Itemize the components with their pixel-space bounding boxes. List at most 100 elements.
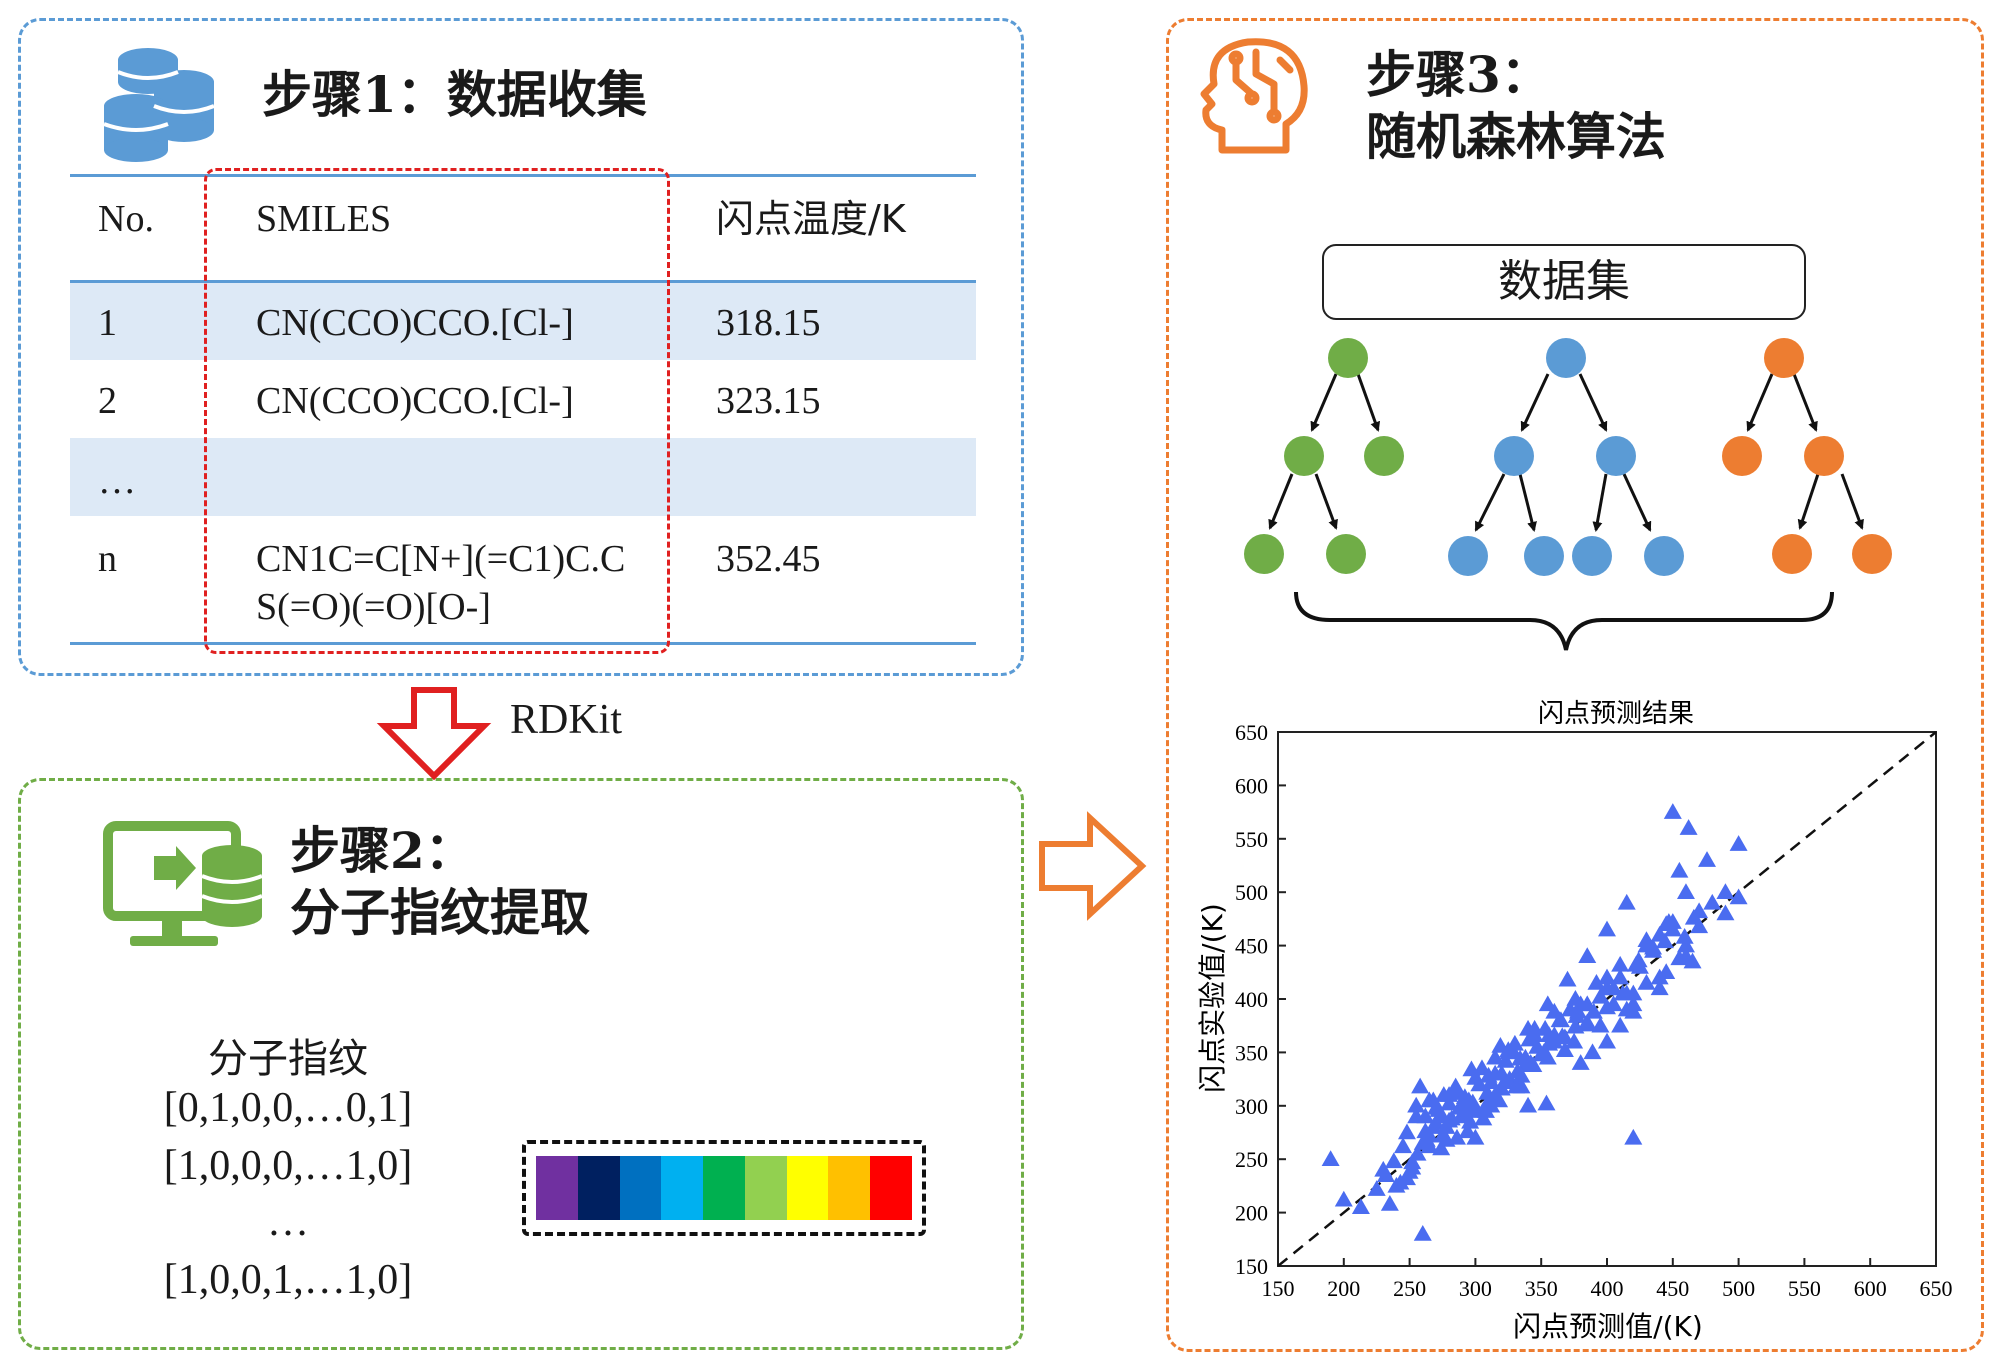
scatter-point	[1433, 1126, 1452, 1143]
smiles-highlight-box	[204, 168, 670, 654]
scatter-point	[1611, 955, 1630, 972]
step2-panel	[18, 778, 1024, 1350]
row-no: 1	[98, 302, 117, 344]
x-tick-label: 500	[1722, 1276, 1755, 1301]
fingerprint-color-bar	[522, 1140, 926, 1236]
scatter-point	[1650, 979, 1669, 996]
step3-title-line2: 随机森林算法	[1366, 107, 1666, 166]
y-tick-label: 650	[1235, 720, 1268, 745]
table-bottom-rule	[70, 642, 976, 645]
color-swatch	[536, 1156, 578, 1220]
step2-title: 步骤2： 分子指纹提取	[290, 820, 590, 944]
y-tick-label: 250	[1235, 1147, 1268, 1172]
scatter-point	[1598, 979, 1616, 996]
scatter-point	[1591, 987, 1610, 1004]
scatter-point	[1486, 1086, 1505, 1102]
scatter-point	[1466, 1069, 1485, 1085]
y-tick-label: 500	[1235, 880, 1268, 905]
scatter-point	[1403, 1153, 1422, 1170]
y-axis: 150 200 250 300 350 400 450 500 550 600 650	[1235, 720, 1286, 1279]
ai-head-icon	[1200, 38, 1308, 154]
table-header-rule	[70, 280, 976, 283]
scatter-point	[1624, 995, 1643, 1012]
row-flash-point: 323.15	[716, 380, 821, 422]
scatter-point	[1624, 1128, 1643, 1145]
scatter-point	[1617, 893, 1636, 910]
scatter-point	[1367, 1180, 1386, 1196]
fingerprint-vector: [1,0,0,0,…1,0]	[163, 1143, 413, 1189]
scatter-point	[1521, 1054, 1540, 1070]
scatter-point	[1519, 1096, 1538, 1113]
scatter-point	[1598, 1032, 1616, 1049]
scatter-point	[1676, 883, 1695, 899]
curly-brace	[1294, 591, 1834, 651]
scatter-point	[1683, 952, 1702, 969]
x-tick-label: 150	[1262, 1276, 1295, 1301]
y-tick-label: 350	[1235, 1040, 1268, 1065]
scatter-point	[1384, 1152, 1403, 1169]
scatter-point	[1591, 1016, 1610, 1033]
scatter-point	[1576, 1015, 1595, 1032]
scatter-point	[1587, 973, 1606, 990]
y-tick-label: 150	[1235, 1254, 1268, 1279]
scatter-point	[1374, 1160, 1393, 1177]
fingerprint-ellipsis: …	[267, 1199, 309, 1245]
color-swatch	[619, 1156, 662, 1220]
scatter-point	[1495, 1073, 1514, 1090]
scatter-point	[1611, 1016, 1630, 1033]
scatter-point	[1545, 1032, 1564, 1049]
scatter-point	[1321, 1150, 1340, 1166]
table-row-band	[70, 438, 976, 516]
y-tick-label: 300	[1235, 1094, 1268, 1119]
y-axis-label: 闪点实验值/(K)	[1196, 903, 1229, 1093]
dataset-box: 数据集	[1322, 244, 1806, 320]
x-tick-label: 200	[1327, 1276, 1360, 1301]
flash-point-scatter-chart: 闪点预测结果 150 200 250 300 350 400 450 500 550 600 650…	[1196, 699, 1953, 1343]
scatter-point	[1459, 1091, 1478, 1108]
scatter-point	[1420, 1091, 1439, 1108]
scatter-point	[1565, 1032, 1584, 1049]
color-swatch	[661, 1156, 704, 1220]
y-tick-label: 200	[1235, 1201, 1268, 1226]
scatter-point	[1626, 955, 1645, 972]
scatter-point	[1394, 1137, 1413, 1154]
scatter-point	[1663, 803, 1682, 819]
x-tick-label: 400	[1591, 1276, 1624, 1301]
scatter-point	[1650, 968, 1669, 985]
orange-right-arrow	[1039, 811, 1147, 921]
step3-title-line1: 步骤3：	[1366, 45, 1551, 104]
row-no: 2	[98, 380, 117, 422]
row-smiles-continued: S(=O)(=O)[O-]	[256, 586, 491, 628]
scatter-point	[1598, 968, 1616, 985]
scatter-point	[1558, 970, 1577, 987]
table-header-no: No.	[98, 198, 154, 240]
scatter-point	[1578, 947, 1597, 964]
y-tick-label: 400	[1235, 987, 1268, 1012]
scatter-point	[1684, 908, 1703, 925]
row-no: n	[98, 538, 117, 580]
scatter-point	[1491, 1036, 1510, 1053]
color-swatch	[828, 1156, 871, 1220]
scatter-point	[1537, 1094, 1556, 1111]
scatter-point	[1413, 1224, 1432, 1241]
scatter-point	[1538, 1048, 1557, 1065]
scatter-point	[1729, 888, 1748, 905]
scatter-point	[1578, 995, 1597, 1012]
scatter-point	[1407, 1107, 1426, 1124]
scatter-point	[1334, 1190, 1353, 1207]
scatter-point	[1462, 1060, 1481, 1077]
scatter-point	[1416, 1122, 1435, 1139]
scatter-point	[1446, 1077, 1465, 1094]
scatter-point	[1551, 1011, 1570, 1028]
x-tick-label: 450	[1656, 1276, 1689, 1301]
row-smiles: CN(CCO)CCO.[Cl-]	[256, 380, 574, 422]
scatter-point	[1440, 1086, 1459, 1102]
step1-title: 步骤1：数据收集	[262, 65, 647, 124]
y-tick-label: 550	[1235, 827, 1268, 852]
row-no: …	[98, 460, 136, 502]
scatter-point	[1511, 1049, 1530, 1066]
x-tick-label: 300	[1459, 1276, 1492, 1301]
scatter-point	[1670, 861, 1689, 878]
fingerprint-vector: [0,1,0,0,…0,1]	[163, 1085, 413, 1131]
scatter-point	[1637, 973, 1656, 990]
